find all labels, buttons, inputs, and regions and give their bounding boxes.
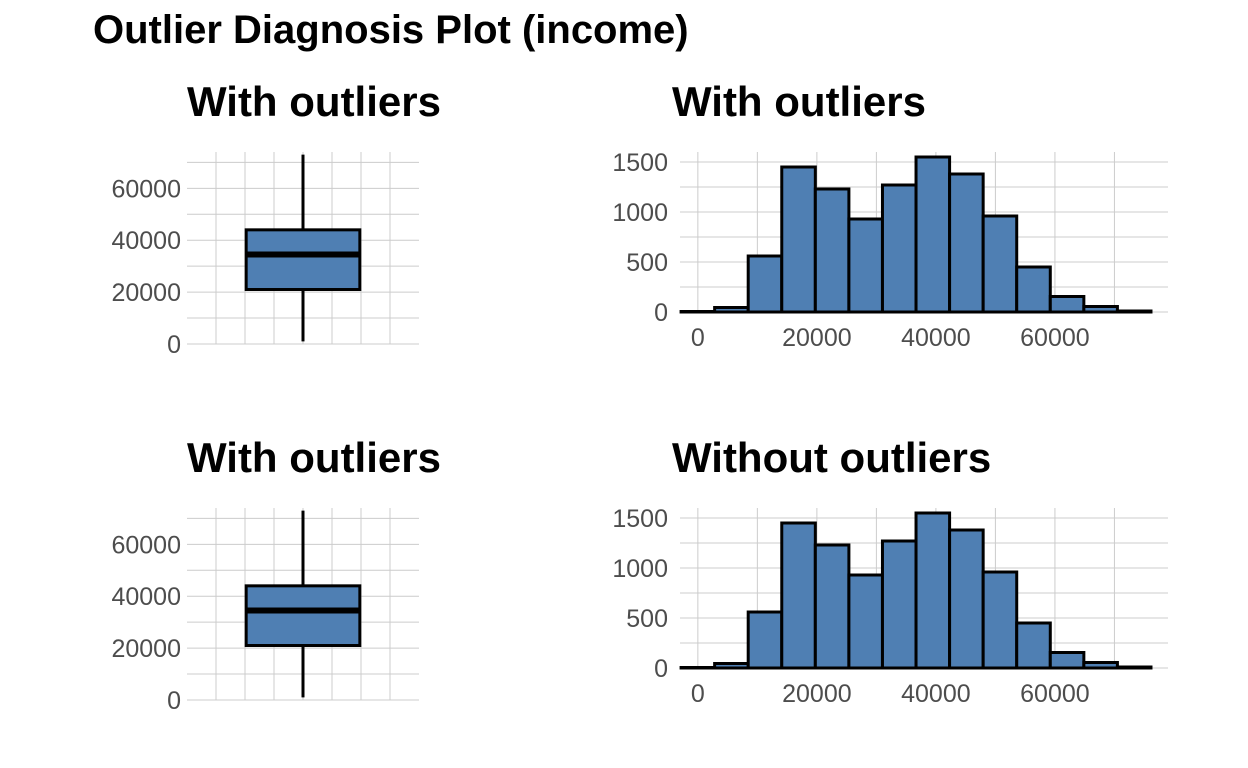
y-tick-label: 40000 (111, 227, 181, 255)
y-tick-label: 0 (167, 687, 181, 715)
histogram-bar (1115, 665, 1153, 670)
y-tick-label: 40000 (111, 583, 181, 611)
histogram-bar (1015, 621, 1052, 670)
y-tick-label: 1500 (612, 505, 668, 533)
y-tick-label: 0 (167, 331, 181, 359)
x-tick-label: 60000 (1020, 680, 1090, 708)
histogram-bar (813, 543, 851, 670)
histogram-bar (679, 310, 717, 314)
y-tick-label: 1500 (612, 149, 668, 177)
histogram-bar (1082, 305, 1119, 314)
chart-main-title: Outlier Diagnosis Plot (income) (93, 8, 689, 52)
histogram-bar (813, 187, 851, 314)
histogram-bar (1115, 309, 1153, 314)
y-tick-label: 1000 (612, 555, 668, 583)
histogram-bar (880, 183, 918, 314)
x-tick-label: 40000 (901, 324, 971, 352)
histogram-bar (880, 539, 918, 670)
y-tick-label: 60000 (111, 531, 181, 559)
histogram-bar (746, 610, 784, 670)
histogram-bar (981, 570, 1019, 670)
x-tick-label: 0 (691, 324, 705, 352)
histogram-bar (1048, 651, 1086, 670)
x-tick-label: 20000 (782, 324, 852, 352)
histogram-bar (780, 521, 817, 670)
histogram-bar (914, 511, 952, 670)
histogram-bar (948, 528, 985, 670)
x-tick-label: 20000 (782, 680, 852, 708)
histogram-panel-bottom: 0 500 1000 1500 0 20000 40000 60000 (612, 505, 1168, 708)
panel-1-title: With outliers (187, 78, 441, 125)
histogram-bar (1048, 295, 1086, 314)
histogram-bar (713, 662, 750, 670)
histogram-bar (780, 165, 817, 314)
y-tick-label: 0 (654, 655, 668, 683)
histogram-bar (1082, 661, 1119, 670)
histogram-bar (713, 306, 750, 314)
histogram-bar (847, 573, 884, 670)
panel-3-title: With outliers (187, 434, 441, 481)
histogram-bar (746, 254, 784, 314)
y-tick-label: 500 (626, 249, 668, 277)
y-tick-label: 500 (626, 605, 668, 633)
y-tick-label: 1000 (612, 199, 668, 227)
histogram-bar (679, 666, 717, 670)
histogram-bar (1015, 265, 1052, 314)
y-tick-label: 60000 (111, 175, 181, 203)
x-tick-label: 60000 (1020, 324, 1090, 352)
histogram-bar (914, 155, 952, 314)
boxplot-panel-top: 0 20000 40000 60000 (111, 152, 419, 359)
box-iqr (244, 228, 362, 292)
histogram-panel-top: 0 500 1000 1500 0 20000 40000 60000 (612, 149, 1168, 352)
y-tick-label: 0 (654, 299, 668, 327)
histogram-bar (847, 217, 884, 314)
panel-4-title: Without outliers (672, 434, 992, 481)
histogram-bar (981, 214, 1019, 314)
x-tick-label: 0 (691, 680, 705, 708)
y-tick-label: 20000 (111, 635, 181, 663)
x-tick-label: 40000 (901, 680, 971, 708)
y-tick-label: 20000 (111, 279, 181, 307)
panel-2-title: With outliers (672, 78, 926, 125)
box-iqr (244, 584, 362, 648)
boxplot-panel-bottom: 0 20000 40000 60000 (111, 508, 419, 715)
histogram-bar (948, 172, 985, 314)
